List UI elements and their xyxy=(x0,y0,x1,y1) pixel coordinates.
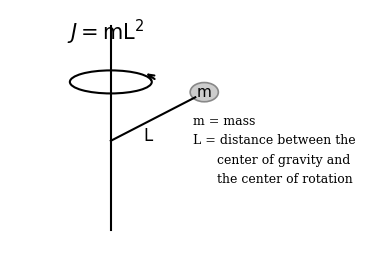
Text: the center of rotation: the center of rotation xyxy=(193,173,353,186)
Text: L: L xyxy=(143,127,153,145)
Text: m = mass: m = mass xyxy=(193,115,255,128)
Ellipse shape xyxy=(190,82,218,102)
Text: m: m xyxy=(197,85,212,100)
Text: L = distance between the: L = distance between the xyxy=(193,134,356,147)
Text: $J = \mathrm{mL}^{2}$: $J = \mathrm{mL}^{2}$ xyxy=(67,18,145,47)
Text: center of gravity and: center of gravity and xyxy=(193,154,350,167)
